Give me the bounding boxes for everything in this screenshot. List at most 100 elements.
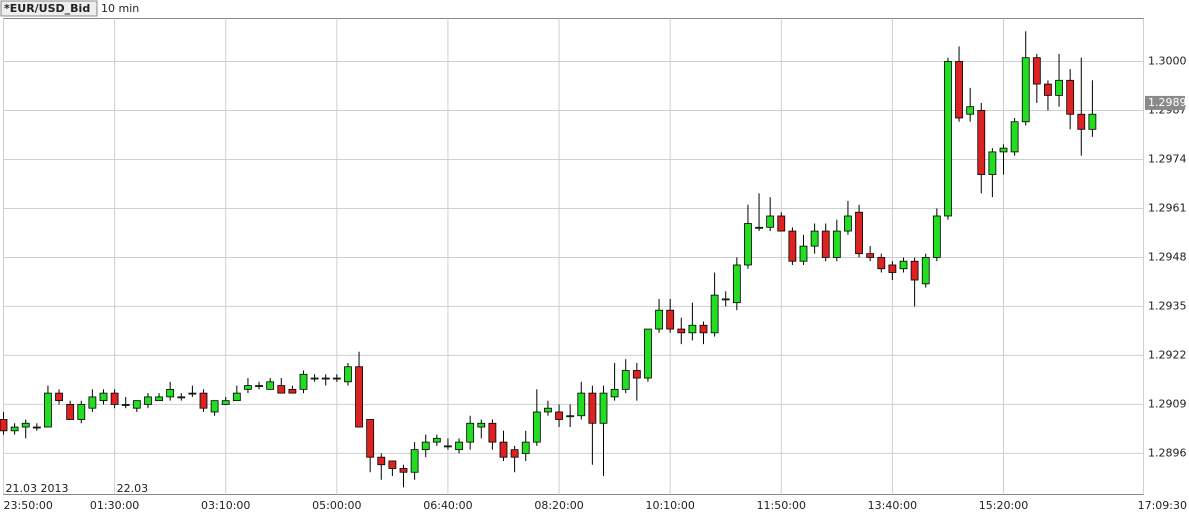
y-tick-label: 1.3000 xyxy=(1148,54,1187,67)
candle-body xyxy=(610,388,619,398)
candle-body xyxy=(799,245,808,262)
candle-body xyxy=(544,407,552,413)
candle-body xyxy=(77,404,86,420)
candle-body xyxy=(1088,113,1097,130)
candle-body xyxy=(155,396,163,402)
x-tick-label: 13:40:00 xyxy=(868,499,917,512)
candle-body xyxy=(121,404,130,406)
x-tick-label: 10:10:00 xyxy=(645,499,694,512)
candle-body xyxy=(921,257,930,285)
candle-body xyxy=(355,366,363,428)
candle-body xyxy=(321,377,330,380)
candles xyxy=(0,31,1097,488)
candle-body xyxy=(710,294,719,334)
candle-body xyxy=(910,260,919,281)
candle-body xyxy=(410,449,419,473)
candle-body xyxy=(199,392,208,409)
candle-body xyxy=(1066,79,1075,115)
y-tick-label: 1.2948 xyxy=(1148,250,1187,263)
candle-body xyxy=(377,456,386,466)
candle-body xyxy=(766,215,775,228)
x-tick-label: 03:10:00 xyxy=(201,499,250,512)
y-tick-label: 1.2909 xyxy=(1148,397,1187,410)
candle-body xyxy=(655,309,663,330)
candle-body xyxy=(988,151,997,175)
labels: 1.2896 1.2909 1.2922 1.2935 1.2948 1.2961 1.29… xyxy=(4,54,1188,512)
candle-body xyxy=(255,385,263,387)
candle-body xyxy=(288,388,297,394)
candle-body xyxy=(66,404,75,420)
current-price-box xyxy=(1145,95,1185,110)
candle-body xyxy=(55,392,63,402)
candle-body xyxy=(444,445,452,448)
candle-body xyxy=(1044,83,1052,96)
candle-body xyxy=(899,260,908,270)
candle-body xyxy=(44,392,52,428)
candle-body xyxy=(366,419,375,458)
candle-body xyxy=(855,211,863,255)
candle-body xyxy=(644,328,652,379)
candle-body xyxy=(721,298,730,301)
candle-body xyxy=(888,264,897,273)
candle-body xyxy=(310,377,319,380)
date-label: 22.03 xyxy=(117,482,149,495)
candle-body xyxy=(188,392,197,395)
candle-body xyxy=(966,106,975,115)
candle-body xyxy=(110,392,119,405)
y-tick-label: 1.2961 xyxy=(1148,201,1187,214)
candle-body xyxy=(432,437,441,443)
candle-body xyxy=(88,396,97,409)
candle-body xyxy=(466,422,475,443)
candle-body xyxy=(499,441,508,458)
candle-body xyxy=(177,396,186,399)
candle-body xyxy=(944,61,952,217)
plot-frame xyxy=(3,18,1144,495)
x-tick-label: 17:09:30 xyxy=(1138,499,1187,512)
candle-body xyxy=(299,373,308,390)
grid xyxy=(3,18,1144,495)
candle-body xyxy=(1032,57,1041,85)
candle-body xyxy=(232,392,241,402)
candle-body xyxy=(877,257,886,270)
candle-body xyxy=(821,230,830,258)
candle-body xyxy=(555,411,563,420)
candle-body xyxy=(455,441,463,451)
candle-body xyxy=(599,392,608,424)
candle-body xyxy=(844,215,852,232)
x-tick-label: 01:30:00 xyxy=(90,499,139,512)
candle-body xyxy=(688,324,697,334)
candle-body xyxy=(477,422,486,428)
candle-body xyxy=(344,366,352,383)
candle-body xyxy=(521,441,530,454)
candle-body xyxy=(1021,57,1030,123)
candle-body xyxy=(932,215,941,258)
y-tick-label: 1.2935 xyxy=(1148,299,1187,312)
candle-body xyxy=(32,426,41,429)
candle-body xyxy=(532,411,541,443)
y-tick-label: 1.2896 xyxy=(1148,446,1187,459)
candle-body xyxy=(132,400,141,409)
candle-body xyxy=(999,147,1008,153)
candle-body xyxy=(677,328,686,334)
x-tick-label: 08:20:00 xyxy=(534,499,583,512)
candle-body xyxy=(732,264,741,304)
candle-body xyxy=(977,110,986,175)
candle-body xyxy=(566,415,575,418)
x-tick-label: 15:20:00 xyxy=(979,499,1028,512)
y-tick-label: 1.2974 xyxy=(1148,152,1187,165)
chart-title: *EUR/USD_Bid xyxy=(4,2,90,15)
candle-body xyxy=(166,388,175,398)
candle-body xyxy=(244,385,252,390)
candle-body xyxy=(488,422,497,443)
candle-body xyxy=(577,392,586,417)
candle-body xyxy=(266,381,275,390)
candle-body xyxy=(10,426,19,432)
x-tick-label: 23:50:00 xyxy=(4,499,53,512)
candle-body xyxy=(699,324,708,334)
candle-body xyxy=(277,385,286,394)
candle-body xyxy=(21,422,30,428)
candle-body xyxy=(1010,121,1019,153)
y-tick-label: 1.2922 xyxy=(1148,348,1187,361)
candle-body xyxy=(744,223,752,266)
